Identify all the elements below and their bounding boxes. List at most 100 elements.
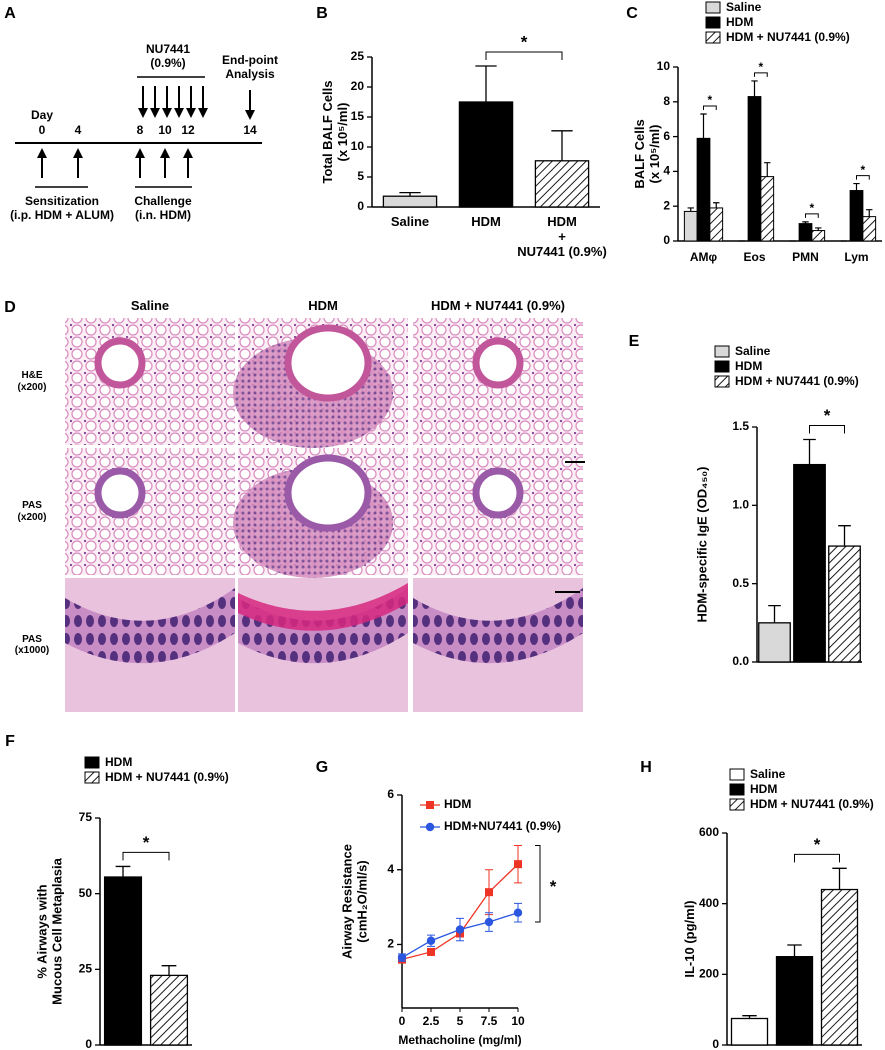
day-number: 0 <box>39 123 46 137</box>
error-bar <box>751 80 758 97</box>
error-bar <box>838 525 851 547</box>
panel-label: C <box>626 5 638 22</box>
treatment-label: NU7441 (0.9%) <box>145 42 191 70</box>
legend-swatch <box>729 768 745 781</box>
panel-label: E <box>629 333 640 350</box>
significance-label: * <box>708 93 713 107</box>
bar <box>793 463 826 663</box>
x-tick-label: PMN <box>792 250 819 264</box>
point <box>484 917 494 927</box>
x-tick-label: HDM <box>471 215 501 229</box>
legend-swatch <box>84 771 100 784</box>
significance-bracket <box>754 72 768 77</box>
bar <box>775 956 814 1046</box>
significance-label: * <box>824 406 831 425</box>
row-label: PAS (x1000) <box>14 633 50 657</box>
significance-bracket <box>805 213 819 218</box>
y-tick-label: 0.5 <box>732 576 749 590</box>
significance-bracket <box>703 105 717 110</box>
y-tick-label: 0 <box>357 199 364 213</box>
column-header: HDM + NU7441 (0.9%) <box>430 297 566 313</box>
significance-bracket <box>794 853 840 863</box>
error-bar <box>161 965 177 976</box>
error-bar <box>551 130 573 161</box>
y-tick-label: 2 <box>387 937 394 951</box>
legend-label: HDM <box>444 797 471 811</box>
bar <box>103 876 143 1046</box>
y-tick-label: 6 <box>663 129 670 143</box>
mucus-cells <box>238 583 408 631</box>
x-tick-label: 10 <box>511 1014 525 1028</box>
legend-label: HDM <box>735 359 762 373</box>
y-tick-label: 1.0 <box>732 498 749 512</box>
bar <box>534 160 590 208</box>
y-axis-label-box: Total BALF Cells (x 10⁵/ml) <box>320 80 350 183</box>
histology-image <box>65 448 235 575</box>
legend-label: HDM + NU7441 (0.9%) <box>105 770 229 784</box>
row-label-box: PAS (x1000) <box>14 633 50 657</box>
sensitization-label-box: Sensitization (i.p. HDM + ALUM) <box>10 194 114 222</box>
y-tick-label: 75 <box>79 810 93 824</box>
point <box>513 908 523 917</box>
error-bar <box>832 867 847 890</box>
legend-swatch <box>84 756 100 769</box>
y-axis-label: HDM-specific IgE (OD₄₅₀) <box>694 466 710 623</box>
y-axis-label-box: IL-10 (pg/ml) <box>682 900 697 977</box>
significance-label: * <box>550 877 557 896</box>
airway <box>94 467 146 519</box>
row-label: PAS (x200) <box>17 500 47 523</box>
row-label: H&E (x200) <box>17 370 47 393</box>
significance-bracket <box>809 425 845 434</box>
y-axis-label-box: Airway Resistance (cmH₂O/ml/s) <box>339 844 369 959</box>
column-header: Saline <box>130 297 170 313</box>
significance-bracket <box>535 844 541 923</box>
bar <box>730 1017 769 1046</box>
bar <box>149 974 189 1046</box>
y-tick-label: 10 <box>351 139 365 153</box>
bar <box>683 210 698 242</box>
panel-label: A <box>4 5 16 22</box>
y-tick-label: 400 <box>699 896 719 910</box>
error-bar <box>687 207 694 212</box>
x-tick-label: Saline <box>390 215 430 229</box>
error-bar <box>787 944 802 957</box>
legend-label: HDM + NU7441 (0.9%) <box>726 30 850 44</box>
histology-image <box>65 318 235 445</box>
legend-swatch <box>705 1 721 14</box>
x-axis-label-box: Methacholine (mg/ml) <box>398 1033 521 1047</box>
legend-label: Saline <box>726 0 762 14</box>
legend-label: HDM+NU7441 (0.9%) <box>444 819 561 833</box>
airway <box>94 337 146 389</box>
y-tick-label: 25 <box>79 962 93 976</box>
panel-label: G <box>316 759 328 776</box>
legend-swatch <box>729 798 745 811</box>
x-tick-label: Lym <box>844 250 868 264</box>
significance-label: * <box>759 60 764 74</box>
significance-label: * <box>810 201 815 215</box>
panel-label: D <box>4 299 16 316</box>
bar <box>849 190 864 242</box>
x-tick-label: 7.5 <box>481 1014 498 1028</box>
point <box>426 936 436 945</box>
panel-label: F <box>5 733 15 750</box>
challenge-label: Challenge (i.n. HDM) <box>134 194 192 222</box>
day-number: 12 <box>181 123 195 137</box>
airway <box>284 324 372 402</box>
epithelium <box>65 588 235 664</box>
bar <box>758 622 791 663</box>
error-bar <box>399 191 421 197</box>
point <box>397 953 407 962</box>
x-tick-label: Eos <box>743 250 765 264</box>
legend-label: HDM <box>750 782 777 796</box>
airway <box>472 467 524 519</box>
day-number: 8 <box>137 123 144 137</box>
error-bar <box>700 113 707 139</box>
y-axis-label-box: % Airways with Mucous Cell Metaplasia <box>34 858 64 1005</box>
y-axis-label: BALF Cells (x 10⁵/ml) <box>632 119 662 189</box>
error-bar <box>802 221 809 224</box>
y-tick-label: 6 <box>387 787 394 801</box>
endpoint-label-box: End-point Analysis <box>222 53 278 81</box>
legend-label: HDM + NU7441 (0.9%) <box>750 797 874 811</box>
point <box>455 925 465 934</box>
error-bar <box>742 1015 757 1019</box>
